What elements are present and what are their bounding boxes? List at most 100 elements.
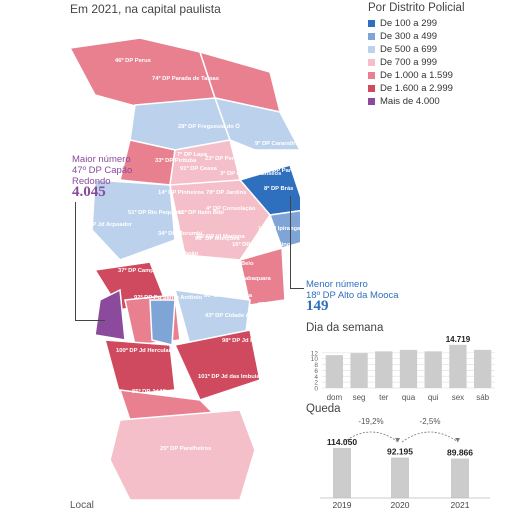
min-callout-district: 18º DP Alto da Mooca bbox=[306, 290, 399, 301]
arrow-head bbox=[395, 438, 400, 442]
legend-swatch bbox=[368, 72, 375, 79]
district-region bbox=[103, 339, 176, 396]
x-tick-label: 2021 bbox=[451, 500, 470, 510]
district-region bbox=[169, 179, 271, 261]
district-label: 89º DP Jd Taboão bbox=[150, 251, 199, 257]
x-tick-label: 2019 bbox=[333, 500, 352, 510]
district-label: 28º DP Freguesia do Ó bbox=[178, 122, 240, 130]
weekday-bar bbox=[325, 355, 344, 388]
decline-bar bbox=[391, 457, 409, 498]
y-tick-label: 6 bbox=[314, 368, 318, 375]
weekday-bar bbox=[424, 351, 442, 388]
bottom-hint: Local bbox=[70, 500, 94, 511]
y-tick-label: 4 bbox=[314, 374, 318, 381]
district-label: 27º DP Campo Belo bbox=[200, 261, 254, 267]
data-label: 114.050 bbox=[327, 437, 358, 447]
legend-label: De 1.000 a 1.599 bbox=[380, 70, 453, 81]
district-label: 14º DP Pinheiros bbox=[158, 190, 204, 196]
district-label: 23º DP Perdizes bbox=[205, 156, 249, 162]
legend-label: De 500 a 699 bbox=[380, 44, 438, 55]
district-label: 97º DP Americanópolis bbox=[258, 302, 300, 308]
district-label: 92º DP Pq Santo Antônio bbox=[134, 295, 203, 301]
decline-bar bbox=[333, 448, 351, 498]
district-label: 4º DP Consolação bbox=[206, 206, 256, 212]
min-callout-title: Menor número bbox=[306, 279, 368, 290]
district-region bbox=[173, 329, 261, 401]
y-tick-label: 8 bbox=[314, 362, 318, 369]
legend-item: De 300 a 499 bbox=[368, 31, 437, 42]
district-region bbox=[91, 179, 176, 261]
decline-chart: 114.050 2019 92.195 2020 89.866 2021 -19,2% -2,… bbox=[320, 417, 490, 510]
legend-swatch bbox=[368, 98, 375, 105]
weekday-bar bbox=[375, 351, 393, 388]
data-label: 89.866 bbox=[447, 448, 473, 458]
district-label: 15º DP Itaim Bibi bbox=[178, 210, 224, 216]
legend-item: De 700 a 999 bbox=[368, 57, 437, 68]
district-label: 35º DP Jabaquara bbox=[222, 276, 272, 282]
y-tick-label: 12 bbox=[311, 350, 319, 357]
max-callout-line-h bbox=[75, 320, 105, 321]
x-tick-label: sáb bbox=[476, 393, 489, 402]
min-callout-line bbox=[290, 196, 291, 288]
min-callout-line-h bbox=[290, 288, 304, 289]
weekday-title: Dia da semana bbox=[306, 322, 384, 334]
min-callout: Menor número 18º DP Alto da Mooca 149 bbox=[306, 279, 399, 314]
district-label: 100º DP Jd Herculano bbox=[116, 348, 176, 354]
district-label: 34º DP Morumbi bbox=[158, 231, 203, 237]
district-label: 85º DP Jd Mirna bbox=[132, 389, 176, 395]
district-label: 75º DP Jd Arpoador bbox=[78, 222, 133, 228]
data-label: 92.195 bbox=[387, 447, 413, 457]
district-label: 33º DP Pirituba bbox=[155, 158, 197, 164]
change-label: -2,5% bbox=[420, 417, 441, 426]
x-tick-label: dom bbox=[327, 393, 343, 402]
legend-swatch bbox=[368, 33, 375, 40]
district-label: 7º DP Lapa bbox=[177, 152, 208, 158]
district-region bbox=[268, 209, 300, 249]
change-arrow bbox=[401, 431, 459, 443]
district-region bbox=[239, 247, 286, 306]
arrow-head bbox=[455, 438, 460, 442]
district-label: 101º DP Jd das Imbuias bbox=[198, 374, 263, 380]
max-callout-title: Maior número bbox=[72, 154, 131, 165]
data-label: 14.719 bbox=[446, 336, 471, 344]
district-region bbox=[94, 288, 126, 341]
weekday-bar bbox=[350, 353, 368, 388]
district-label: 74º DP Parada de Taipas bbox=[152, 76, 219, 82]
weekday-bar bbox=[473, 349, 492, 388]
decline-bar bbox=[451, 458, 469, 498]
district-label: 25º DP Parelheiros bbox=[160, 446, 211, 452]
legend-label: Mais de 4.000 bbox=[380, 96, 440, 107]
district-label: 43º DP Cidade Ademar bbox=[205, 313, 268, 319]
legend-swatch bbox=[368, 20, 375, 27]
min-callout-value: 149 bbox=[306, 298, 329, 314]
change-label: -19,2% bbox=[358, 417, 383, 426]
district-region bbox=[109, 409, 256, 500]
legend-item: De 500 a 699 bbox=[368, 44, 437, 55]
x-tick-label: qua bbox=[402, 393, 416, 402]
legend-item: De 1.000 a 1.599 bbox=[368, 70, 453, 81]
y-tick-label: 2 bbox=[314, 380, 318, 387]
district-label: 9º DP Carandiru bbox=[255, 141, 299, 147]
max-callout-district: 47º DP Capão Redondo bbox=[72, 165, 133, 187]
x-tick-label: qui bbox=[428, 393, 439, 402]
legend-item: De 1.600 a 2.999 bbox=[368, 83, 453, 94]
weekday-bar bbox=[399, 349, 418, 388]
legend-label: De 100 a 299 bbox=[380, 18, 438, 29]
district-label: 51º DP Rio Pequeno bbox=[128, 210, 184, 216]
x-tick-label: ter bbox=[379, 393, 389, 402]
district-map: 46º DP Perus 74º DP Parada de Taipas 73º D… bbox=[68, 37, 300, 500]
district-label: 16º DP Vl Clementino bbox=[232, 242, 291, 248]
district-label: 36º DP Vl Mariana bbox=[196, 234, 246, 240]
district-label: 98º DP Jd Miriam bbox=[222, 338, 269, 344]
district-region bbox=[213, 96, 300, 151]
district-label: 91º DP Ceasa bbox=[180, 166, 218, 172]
legend-swatch bbox=[368, 59, 375, 66]
y-tick-label: 0 bbox=[314, 386, 318, 393]
district-label: 96º DP Monções bbox=[195, 236, 240, 242]
district-label: 73º DP Jaçanã bbox=[282, 78, 300, 84]
change-arrow bbox=[343, 431, 399, 443]
y-tick-label: 10 bbox=[311, 356, 319, 363]
legend-label: De 300 a 499 bbox=[380, 31, 438, 42]
x-tick-label: 2020 bbox=[391, 500, 410, 510]
